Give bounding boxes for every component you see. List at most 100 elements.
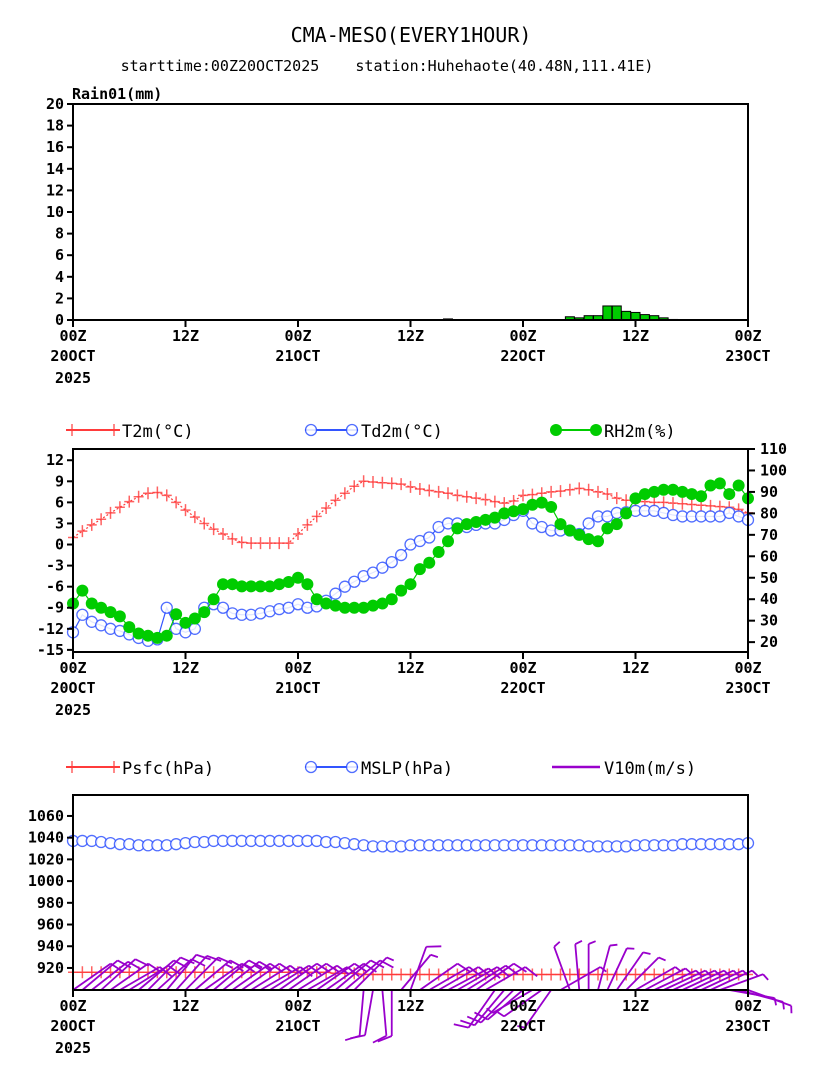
t2m-point [611, 492, 622, 505]
rain-bar [621, 310, 632, 321]
x-tick-label: 00Z [284, 659, 311, 677]
x-tick-label: 00Z [734, 659, 761, 677]
rh2m-point [526, 498, 539, 511]
rh2m-point [338, 601, 351, 614]
rh2m-point [573, 528, 586, 541]
y-tick-label: 9 [55, 472, 64, 490]
rh2m-point [582, 533, 595, 546]
rh2m-point [507, 505, 520, 518]
psfc-point [564, 968, 575, 981]
x-tick-label: 12Z [622, 659, 649, 677]
t2m-point [86, 518, 97, 531]
y-tick-label: 8 [55, 225, 64, 243]
y-tick-label: 1020 [28, 850, 64, 868]
wind-barb [372, 989, 388, 1044]
t2m-point [405, 480, 416, 493]
rh2m-point [385, 593, 398, 606]
rh2m-point [263, 580, 276, 593]
rh2m-point [404, 578, 417, 591]
rh2m-point [367, 599, 379, 612]
t2m-point [527, 488, 538, 501]
y-tick-label-right: 40 [760, 590, 778, 608]
t2m-point [518, 489, 528, 502]
y-tick-label: 960 [37, 916, 64, 934]
legend-psfc-marker [67, 761, 77, 773]
rh2m-point [76, 584, 89, 597]
rh2m-point [695, 490, 708, 503]
rh2m-point [629, 492, 642, 505]
rh2m-point [479, 513, 492, 526]
legend-wind-label: V10m(m/s) [604, 759, 696, 779]
t2m-point [593, 485, 603, 498]
t2m-point [124, 495, 135, 508]
y-tick-label: -3 [46, 557, 64, 575]
y-tick-label: 1060 [28, 807, 64, 825]
rh2m-point [470, 515, 483, 528]
y-tick-label-right: 20 [760, 633, 778, 651]
x-tick-label: 00Z [509, 327, 536, 345]
wind-barb [175, 954, 222, 991]
rain-panel-title: Rain01(mm) [72, 85, 162, 103]
rh2m-point [620, 507, 633, 520]
x-tick-year: 2025 [55, 701, 91, 719]
plot-frame [72, 103, 749, 321]
y-tick-label: 1000 [28, 872, 64, 890]
legend-rh2m-marker [590, 424, 602, 436]
t2m-point [283, 537, 294, 550]
t2m-point [236, 536, 247, 549]
wind-barb [625, 956, 666, 991]
x-tick-date: 22OCT [500, 679, 545, 697]
rh2m-point [732, 479, 745, 492]
rh2m-point [170, 608, 183, 621]
wind-barb [419, 962, 471, 991]
rh2m-point [657, 483, 670, 496]
wind-barb [486, 989, 533, 1014]
td2m-point [216, 601, 230, 614]
t2m-point [705, 499, 716, 512]
t2m-point [377, 476, 388, 489]
t2m-point [668, 497, 678, 510]
wind-barb [400, 953, 439, 991]
y-tick-label: 920 [37, 959, 64, 977]
wind-barb [109, 962, 162, 991]
rh2m-point [198, 606, 211, 619]
t2m-point [349, 480, 360, 493]
rh2m-point [301, 578, 314, 591]
t2m-point [368, 476, 378, 489]
t2m-point [143, 487, 153, 500]
t2m-point [583, 483, 594, 496]
rh2m-point [648, 485, 661, 498]
wind-barb [574, 939, 583, 991]
chart-subtitle: starttime:00Z20OCT2025 station:Huhehaote… [121, 57, 654, 75]
t2m-point [161, 489, 172, 502]
rain-bar [630, 311, 641, 321]
t2m-point [461, 490, 472, 503]
t2m-point [396, 478, 407, 491]
rh2m-point [104, 606, 117, 619]
t2m-point [471, 492, 482, 505]
t2m-point [555, 485, 566, 498]
rh2m-point [610, 518, 623, 531]
legend-mslp-marker [304, 760, 318, 774]
t2m-point [114, 501, 125, 514]
y-tick-label: 12 [46, 181, 64, 199]
y-tick-label: 3 [55, 514, 64, 532]
x-tick-label: 12Z [397, 327, 424, 345]
rh2m-point [713, 477, 726, 490]
legend-psfc-marker [109, 761, 119, 773]
legend-t2m-label: T2m(°C) [122, 422, 194, 442]
psfc-point [386, 968, 397, 981]
y-tick-label: 4 [55, 268, 64, 286]
x-tick-label: 00Z [509, 997, 536, 1015]
legend-mslp-marker [345, 760, 359, 774]
y-tick-label: 6 [55, 246, 64, 264]
rh2m-point [123, 621, 136, 634]
t2m-point [293, 527, 303, 540]
td2m-point [338, 580, 352, 593]
td2m-point [348, 575, 361, 588]
t2m-point [658, 496, 669, 509]
psfc-point [546, 968, 557, 981]
y-tick-label: 12 [46, 451, 64, 469]
t2m-point [339, 487, 350, 500]
